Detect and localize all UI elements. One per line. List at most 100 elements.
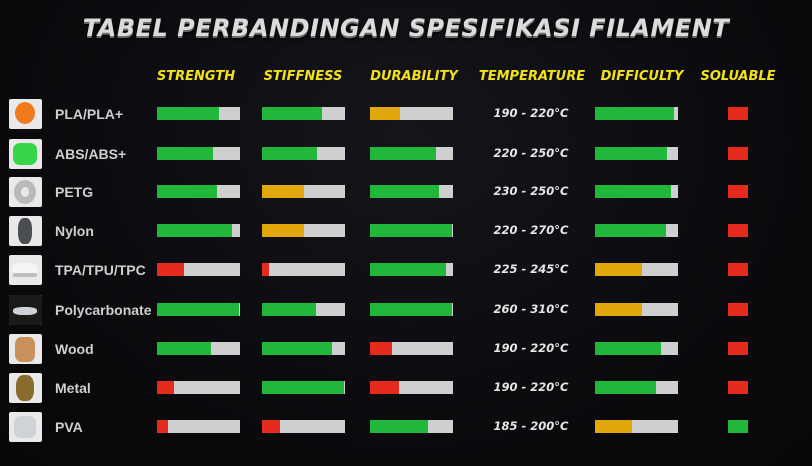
difficulty-bar-fill [595, 303, 642, 316]
strength-bar-fill [157, 420, 168, 433]
stiffness-bar [262, 342, 345, 355]
stiffness-bar [262, 420, 345, 433]
difficulty-bar-fill [595, 147, 667, 160]
soluable-indicator [728, 342, 748, 355]
difficulty-bar-fill [595, 342, 661, 355]
stiffness-bar-fill [262, 381, 344, 394]
strength-bar-fill [157, 107, 219, 120]
strength-bar-fill [157, 303, 239, 316]
difficulty-bar [595, 303, 678, 316]
stiffness-bar [262, 263, 345, 276]
wood-vase-icon [9, 334, 42, 364]
strength-bar-fill [157, 263, 184, 276]
stiffness-bar-fill [262, 303, 316, 316]
pla-spool-icon [9, 99, 42, 129]
filament-name: PLA/PLA+ [55, 106, 124, 122]
strength-bar [157, 342, 240, 355]
strength-bar-fill [157, 381, 174, 394]
stiffness-bar-fill [262, 224, 304, 237]
abs-spool-icon [9, 139, 42, 169]
stiffness-bar [262, 303, 345, 316]
filament-name: Metal [55, 380, 91, 396]
petg-spool-icon [9, 177, 42, 207]
difficulty-bar [595, 420, 678, 433]
difficulty-bar [595, 263, 678, 276]
difficulty-bar [595, 381, 678, 394]
durability-bar-fill [370, 224, 452, 237]
difficulty-bar [595, 147, 678, 160]
metal-bust-icon [9, 373, 42, 403]
tpu-shoe-icon [9, 255, 42, 285]
temperature-value: 225 - 245°C [493, 262, 569, 276]
header-strength: STRENGTH [156, 69, 236, 84]
soluable-indicator [728, 224, 748, 237]
stiffness-bar [262, 185, 345, 198]
header-temperature: TEMPERATURE [478, 69, 586, 84]
strength-bar-fill [157, 147, 213, 160]
strength-bar [157, 185, 240, 198]
strength-bar-fill [157, 342, 211, 355]
table-row: PVA 185 - 200°C [0, 410, 812, 444]
stiffness-bar-fill [262, 107, 322, 120]
durability-bar [370, 147, 453, 160]
header-durability: DURABILITY [370, 69, 458, 84]
soluable-indicator [728, 147, 748, 160]
stiffness-bar-fill [262, 185, 304, 198]
durability-bar-fill [370, 381, 399, 394]
table-row: TPA/TPU/TPC 225 - 245°C [0, 253, 812, 287]
difficulty-bar [595, 107, 678, 120]
filament-name: PVA [55, 419, 83, 435]
filament-name: ABS/ABS+ [55, 146, 127, 162]
difficulty-bar-fill [595, 263, 642, 276]
difficulty-bar-fill [595, 107, 674, 120]
header-stiffness: STIFFNESS [263, 69, 343, 84]
table-row: Metal 190 - 220°C [0, 371, 812, 405]
page-title: TABEL PERBANDINGAN SPESIFIKASI FILAMENT [82, 14, 730, 42]
durability-bar [370, 303, 453, 316]
table-row: ABS/ABS+ 220 - 250°C [0, 137, 812, 171]
filament-name: Nylon [55, 223, 94, 239]
stiffness-bar [262, 224, 345, 237]
strength-bar [157, 147, 240, 160]
filament-name: TPA/TPU/TPC [55, 262, 146, 278]
durability-bar [370, 342, 453, 355]
table-row: Polycarbonate 260 - 310°C [0, 293, 812, 327]
durability-bar [370, 420, 453, 433]
strength-bar [157, 107, 240, 120]
durability-bar-fill [370, 107, 400, 120]
polycarbonate-part-icon [9, 295, 42, 325]
pva-part-icon [9, 412, 42, 442]
durability-bar [370, 381, 453, 394]
table-row: PLA/PLA+ 190 - 220°C [0, 97, 812, 131]
strength-bar-fill [157, 185, 217, 198]
nylon-dragon-icon [9, 216, 42, 246]
soluable-indicator [728, 420, 748, 433]
difficulty-bar-fill [595, 185, 671, 198]
stiffness-bar [262, 107, 345, 120]
soluable-indicator [728, 381, 748, 394]
durability-bar-fill [370, 185, 439, 198]
stiffness-bar-fill [262, 420, 280, 433]
temperature-value: 220 - 250°C [493, 146, 569, 160]
table-row: PETG 230 - 250°C [0, 175, 812, 209]
difficulty-bar [595, 185, 678, 198]
durability-bar [370, 224, 453, 237]
durability-bar-fill [370, 420, 428, 433]
temperature-value: 185 - 200°C [493, 419, 569, 433]
difficulty-bar [595, 224, 678, 237]
durability-bar-fill [370, 342, 392, 355]
stiffness-bar [262, 147, 345, 160]
filament-name: PETG [55, 184, 94, 200]
strength-bar-fill [157, 224, 232, 237]
temperature-value: 220 - 270°C [493, 223, 569, 237]
stiffness-bar-fill [262, 342, 332, 355]
temperature-value: 190 - 220°C [493, 341, 569, 355]
soluable-indicator [728, 107, 748, 120]
soluable-indicator [728, 185, 748, 198]
strength-bar [157, 224, 240, 237]
durability-bar [370, 107, 453, 120]
strength-bar [157, 263, 240, 276]
header-difficulty: DIFFICULTY [600, 69, 684, 84]
durability-bar [370, 185, 453, 198]
temperature-value: 190 - 220°C [493, 106, 569, 120]
